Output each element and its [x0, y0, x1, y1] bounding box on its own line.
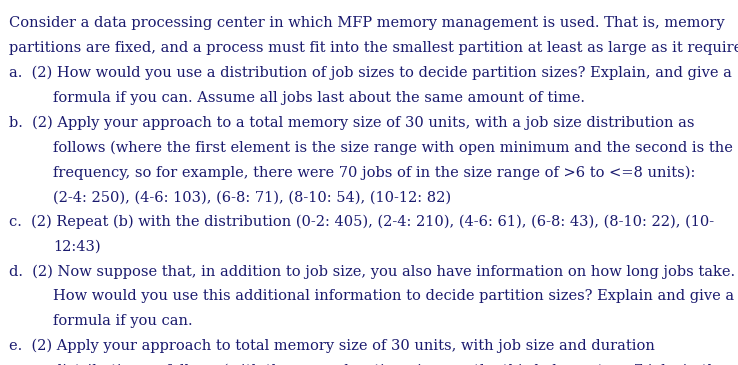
Text: partitions are fixed, and a process must fit into the smallest partition at leas: partitions are fixed, and a process must…	[9, 41, 738, 55]
Text: (2-4: 250), (4-6: 103), (6-8: 71), (8-10: 54), (10-12: 82): (2-4: 250), (4-6: 103), (6-8: 71), (8-10…	[53, 190, 451, 204]
Text: frequency, so for example, there were 70 jobs of in the size range of >6 to <=8 : frequency, so for example, there were 70…	[53, 165, 695, 180]
Text: e.  (2) Apply your approach to total memory size of 30 units, with job size and : e. (2) Apply your approach to total memo…	[9, 339, 655, 353]
Text: 12:43): 12:43)	[53, 240, 101, 254]
Text: Consider a data processing center in which MFP memory management is used. That i: Consider a data processing center in whi…	[9, 16, 725, 30]
Text: b.  (2) Apply your approach to a total memory size of 30 units, with a job size : b. (2) Apply your approach to a total me…	[9, 116, 694, 130]
Text: c.  (2) Repeat (b) with the distribution (0-2: 405), (2-4: 210), (4-6: 61), (6-8: c. (2) Repeat (b) with the distribution …	[9, 215, 714, 229]
Text: formula if you can.: formula if you can.	[53, 314, 193, 328]
Text: follows (where the first element is the size range with open minimum and the sec: follows (where the first element is the …	[53, 141, 733, 155]
Text: distribution as follows (with the mean duration given as the third element, so 7: distribution as follows (with the mean d…	[53, 364, 725, 365]
Text: formula if you can. Assume all jobs last about the same amount of time.: formula if you can. Assume all jobs last…	[53, 91, 585, 105]
Text: How would you use this additional information to decide partition sizes? Explain: How would you use this additional inform…	[53, 289, 734, 303]
Text: d.  (2) Now suppose that, in addition to job size, you also have information on : d. (2) Now suppose that, in addition to …	[9, 265, 735, 279]
Text: a.  (2) How would you use a distribution of job sizes to decide partition sizes?: a. (2) How would you use a distribution …	[9, 66, 732, 80]
